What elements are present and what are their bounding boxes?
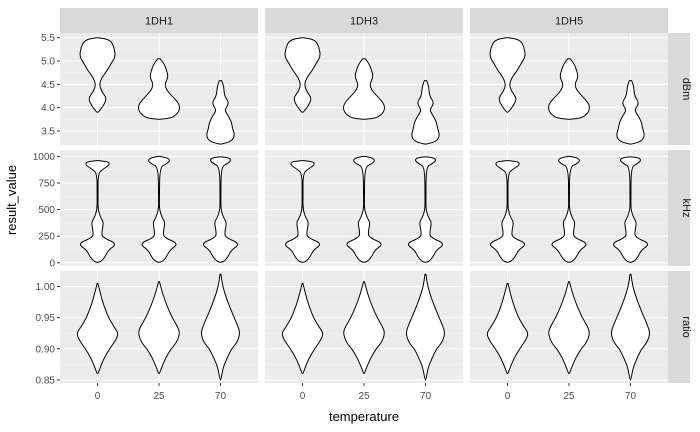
- panel-1DH5-kHz: [470, 150, 668, 266]
- facet-strip-1DH3: [265, 8, 463, 33]
- y-tick-label: 750: [38, 178, 55, 189]
- panel-1DH3-ratio: [265, 271, 463, 383]
- violin-1DH1-ratio-25: [138, 281, 180, 375]
- y-axis-title: result_value: [4, 165, 19, 235]
- facet-strip-label: dBm: [680, 78, 692, 101]
- y-tick-label: 0.90: [36, 344, 56, 355]
- violin-1DH1-ratio-0: [76, 282, 119, 375]
- facet-strip-1DH1: [60, 8, 258, 33]
- panel-1DH1-ratio: [60, 271, 258, 383]
- violin-1DH5-kHz-25: [551, 155, 587, 263]
- violin-1DH5-ratio-25: [548, 281, 590, 375]
- violin-1DH1-kHz-0: [80, 160, 115, 263]
- y-tick-label: 0.95: [36, 313, 56, 324]
- violin-1DH1-dBm-25: [138, 58, 180, 120]
- violin-1DH5-dBm-70: [616, 80, 645, 145]
- violin-1DH5-kHz-70: [613, 156, 648, 263]
- violin-1DH1-dBm-0: [79, 37, 116, 113]
- facet-strip-label: 1DH3: [350, 16, 378, 28]
- panel-1DH3-dBm: [265, 33, 463, 145]
- y-tick-label: 4.0: [41, 103, 55, 114]
- facet-grid: 1DH1 1DH3 1DH5dBm3.54.04.55.05.5kHz0250500…: [33, 8, 692, 402]
- x-tick-label: 0: [505, 391, 511, 402]
- y-tick-label: 250: [38, 232, 55, 243]
- violin-1DH1-ratio-70: [201, 273, 240, 381]
- violin-1DH1-kHz-70: [203, 156, 238, 263]
- violin-1DH5-ratio-0: [486, 282, 529, 375]
- facet-strip-label: 1DH1: [145, 16, 173, 28]
- panel-1DH5-ratio: [470, 271, 668, 383]
- x-axis-title: temperature: [329, 409, 399, 424]
- y-tick-label: 4.5: [41, 80, 55, 91]
- panel-1DH1-dBm: [60, 33, 258, 145]
- facet-strip-dBm: [668, 33, 690, 145]
- violin-1DH5-ratio-70: [611, 273, 650, 381]
- violin-1DH1-kHz-25: [141, 155, 177, 263]
- y-tick-label: 5.5: [41, 33, 55, 44]
- y-tick-label: 0.85: [36, 375, 56, 386]
- violin-1DH3-kHz-70: [408, 156, 443, 263]
- facet-strip-ratio: [668, 271, 690, 383]
- violin-1DH3-dBm-70: [411, 80, 440, 145]
- x-tick-label: 0: [95, 391, 101, 402]
- violin-1DH3-ratio-0: [281, 282, 324, 375]
- facet-strip-kHz: [668, 150, 690, 266]
- x-tick-label: 70: [625, 391, 637, 402]
- violin-1DH5-kHz-0: [490, 160, 525, 263]
- x-tick-label: 25: [358, 391, 370, 402]
- violin-1DH3-dBm-25: [343, 58, 385, 120]
- y-tick-label: 5.0: [41, 57, 55, 68]
- facet-strip-label: 1DH5: [555, 16, 583, 28]
- y-tick-label: 500: [38, 205, 55, 216]
- violin-1DH3-kHz-25: [346, 155, 382, 263]
- x-tick-label: 25: [563, 391, 575, 402]
- x-tick-label: 0: [300, 391, 306, 402]
- panel-1DH5-dBm: [470, 33, 668, 145]
- x-tick-label: 25: [153, 391, 165, 402]
- violin-1DH3-kHz-0: [285, 160, 320, 263]
- y-tick-label: 0: [49, 258, 55, 269]
- y-tick-label: 3.5: [41, 127, 55, 138]
- violin-1DH5-dBm-0: [489, 37, 526, 113]
- violin-1DH5-dBm-25: [548, 58, 590, 120]
- violin-1DH3-ratio-25: [343, 281, 385, 375]
- x-tick-label: 70: [420, 391, 432, 402]
- facet-strip-label: kHz: [680, 199, 692, 218]
- y-tick-label: 1000: [33, 152, 56, 163]
- x-tick-label: 70: [215, 391, 227, 402]
- violin-1DH1-dBm-70: [206, 80, 235, 145]
- violin-1DH3-dBm-0: [284, 37, 321, 113]
- y-tick-label: 1.00: [36, 282, 56, 293]
- panel-1DH3-kHz: [265, 150, 463, 266]
- facet-strip-label: ratio: [680, 316, 692, 337]
- facet-strip-1DH5: [470, 8, 668, 33]
- violin-1DH3-ratio-70: [406, 273, 445, 381]
- panel-1DH1-kHz: [60, 150, 258, 266]
